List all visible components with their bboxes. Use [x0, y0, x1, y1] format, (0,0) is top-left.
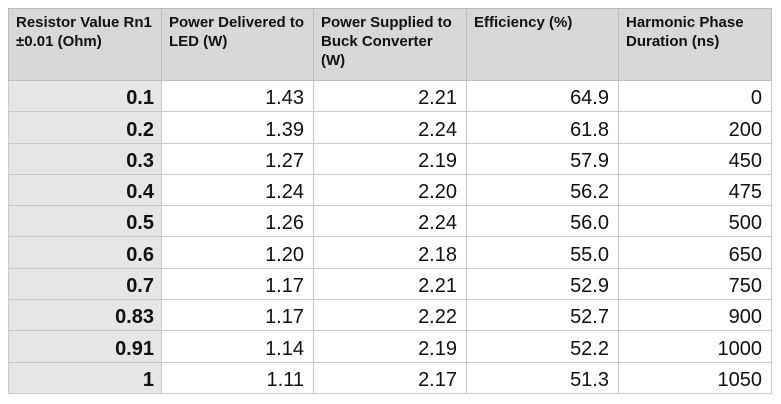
efficiency-cell[interactable]: 57.9 [466, 142, 619, 175]
power-delivered-cell[interactable]: 1.14 [161, 330, 314, 363]
header-row: Resistor Value Rn1 ±0.01 (Ohm) Power Del… [8, 8, 772, 81]
resistor-value-cell[interactable]: 1 [8, 361, 162, 394]
power-supplied-cell[interactable]: 2.24 [313, 111, 467, 144]
power-delivered-cell[interactable]: 1.11 [161, 361, 314, 394]
efficiency-cell[interactable]: 56.0 [466, 205, 619, 238]
power-delivered-cell[interactable]: 1.27 [161, 142, 314, 175]
table-row: 1 1.11 2.17 51.3 1050 [8, 361, 772, 394]
table-body: 0.1 1.43 2.21 64.9 0 0.2 1.39 2.24 61.8 200 0.3 1.2… [8, 79, 772, 394]
efficiency-cell[interactable]: 52.7 [466, 299, 619, 332]
power-supplied-cell[interactable]: 2.19 [313, 330, 467, 363]
header-resistor-value[interactable]: Resistor Value Rn1 ±0.01 (Ohm) [8, 8, 162, 81]
power-delivered-cell[interactable]: 1.26 [161, 205, 314, 238]
power-delivered-cell[interactable]: 1.17 [161, 299, 314, 332]
power-supplied-cell[interactable]: 2.21 [313, 79, 467, 113]
power-supplied-cell[interactable]: 2.21 [313, 267, 467, 301]
table-row: 0.4 1.24 2.20 56.2 475 [8, 173, 772, 207]
table-row: 0.83 1.17 2.22 52.7 900 [8, 299, 772, 332]
resistor-value-cell[interactable]: 0.1 [8, 79, 162, 113]
harmonic-phase-cell[interactable]: 750 [618, 267, 772, 301]
resistor-value-cell[interactable]: 0.4 [8, 173, 162, 207]
header-power-supplied[interactable]: Power Supplied to Buck Converter (W) [313, 8, 467, 81]
header-power-delivered[interactable]: Power Delivered to LED (W) [161, 8, 314, 81]
harmonic-phase-cell[interactable]: 450 [618, 142, 772, 175]
header-efficiency[interactable]: Efficiency (%) [466, 8, 619, 81]
table-row: 0.5 1.26 2.24 56.0 500 [8, 205, 772, 238]
harmonic-phase-cell[interactable]: 475 [618, 173, 772, 207]
resistor-value-cell[interactable]: 0.2 [8, 111, 162, 144]
efficiency-cell[interactable]: 55.0 [466, 236, 619, 269]
resistor-value-cell[interactable]: 0.83 [8, 299, 162, 332]
power-supplied-cell[interactable]: 2.19 [313, 142, 467, 175]
efficiency-cell[interactable]: 51.3 [466, 361, 619, 394]
efficiency-cell[interactable]: 52.9 [466, 267, 619, 301]
resistor-value-cell[interactable]: 0.7 [8, 267, 162, 301]
table-row: 0.7 1.17 2.21 52.9 750 [8, 267, 772, 301]
harmonic-phase-cell[interactable]: 1050 [618, 361, 772, 394]
data-table: Resistor Value Rn1 ±0.01 (Ohm) Power Del… [8, 8, 772, 394]
resistor-value-cell[interactable]: 0.6 [8, 236, 162, 269]
power-supplied-cell[interactable]: 2.17 [313, 361, 467, 394]
harmonic-phase-cell[interactable]: 650 [618, 236, 772, 269]
power-delivered-cell[interactable]: 1.24 [161, 173, 314, 207]
power-delivered-cell[interactable]: 1.43 [161, 79, 314, 113]
table-row: 0.3 1.27 2.19 57.9 450 [8, 142, 772, 175]
efficiency-cell[interactable]: 64.9 [466, 79, 619, 113]
harmonic-phase-cell[interactable]: 900 [618, 299, 772, 332]
harmonic-phase-cell[interactable]: 500 [618, 205, 772, 238]
power-delivered-cell[interactable]: 1.39 [161, 111, 314, 144]
power-supplied-cell[interactable]: 2.24 [313, 205, 467, 238]
power-supplied-cell[interactable]: 2.22 [313, 299, 467, 332]
table-header: Resistor Value Rn1 ±0.01 (Ohm) Power Del… [8, 8, 772, 81]
power-supplied-cell[interactable]: 2.18 [313, 236, 467, 269]
table-row: 0.91 1.14 2.19 52.2 1000 [8, 330, 772, 363]
efficiency-cell[interactable]: 56.2 [466, 173, 619, 207]
table-row: 0.2 1.39 2.24 61.8 200 [8, 111, 772, 144]
power-delivered-cell[interactable]: 1.20 [161, 236, 314, 269]
header-harmonic-phase[interactable]: Harmonic Phase Duration (ns) [618, 8, 772, 81]
power-delivered-cell[interactable]: 1.17 [161, 267, 314, 301]
efficiency-cell[interactable]: 52.2 [466, 330, 619, 363]
table-row: 0.1 1.43 2.21 64.9 0 [8, 79, 772, 113]
efficiency-cell[interactable]: 61.8 [466, 111, 619, 144]
resistor-value-cell[interactable]: 0.3 [8, 142, 162, 175]
harmonic-phase-cell[interactable]: 1000 [618, 330, 772, 363]
table-row: 0.6 1.20 2.18 55.0 650 [8, 236, 772, 269]
harmonic-phase-cell[interactable]: 0 [618, 79, 772, 113]
harmonic-phase-cell[interactable]: 200 [618, 111, 772, 144]
resistor-value-cell[interactable]: 0.5 [8, 205, 162, 238]
resistor-value-cell[interactable]: 0.91 [8, 330, 162, 363]
power-supplied-cell[interactable]: 2.20 [313, 173, 467, 207]
